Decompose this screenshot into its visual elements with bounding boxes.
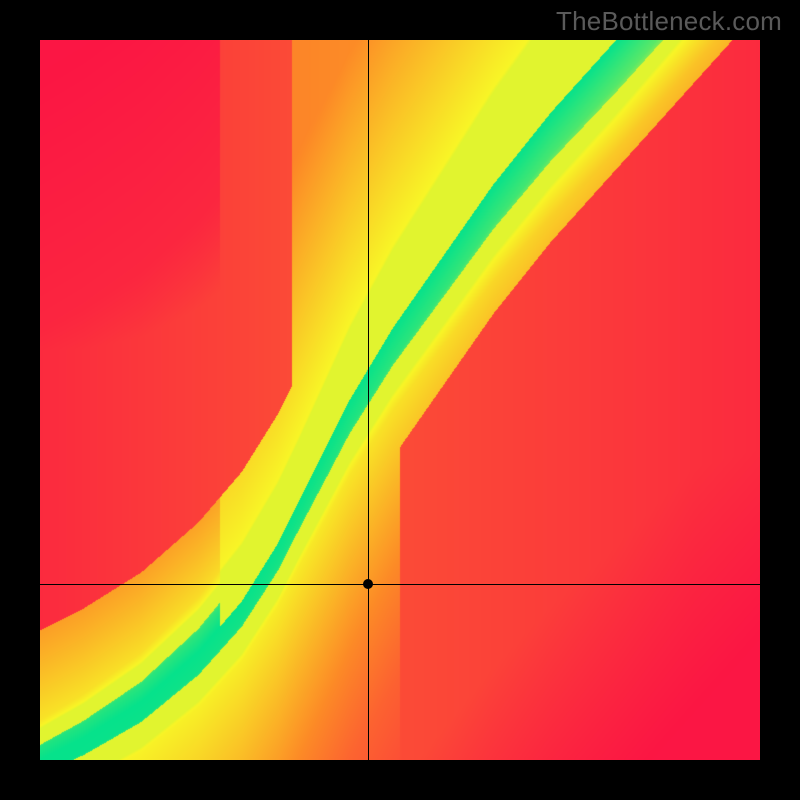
- crosshair-vertical: [368, 40, 369, 760]
- crosshair-horizontal: [40, 584, 760, 585]
- plot-area: [40, 40, 760, 760]
- crosshair-marker: [363, 579, 373, 589]
- watermark-text: TheBottleneck.com: [556, 6, 782, 37]
- heatmap-canvas: [40, 40, 760, 760]
